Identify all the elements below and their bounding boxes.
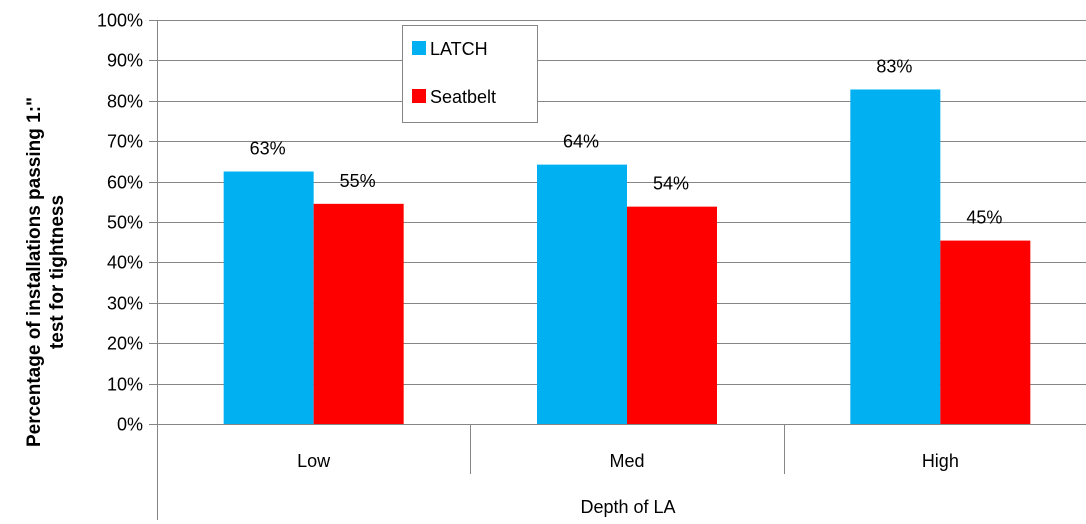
y-tick-label: 10% bbox=[107, 375, 143, 395]
y-tick-label: 40% bbox=[107, 253, 143, 273]
category-label: High bbox=[922, 451, 959, 471]
data-label: 45% bbox=[966, 208, 1002, 228]
data-label: 55% bbox=[340, 171, 376, 191]
category-label: Med bbox=[609, 451, 644, 471]
y-tick-label: 60% bbox=[107, 173, 143, 193]
y-axis-title-line: Percentage of installations passing 1:" bbox=[24, 97, 45, 447]
bars bbox=[223, 89, 1031, 424]
y-tick-label: 30% bbox=[107, 294, 143, 314]
y-tick-label: 20% bbox=[107, 334, 143, 354]
y-tick-label: 0% bbox=[117, 415, 143, 435]
legend-label-latch: LATCH bbox=[430, 39, 488, 59]
y-tick-label: 100% bbox=[97, 11, 143, 31]
y-tick-label: 80% bbox=[107, 92, 143, 112]
data-label: 54% bbox=[653, 174, 689, 194]
bar-seatbelt-med bbox=[627, 206, 717, 424]
bar-latch-low bbox=[223, 171, 314, 424]
bar-seatbelt-low bbox=[313, 203, 404, 424]
y-axis-title-line: test for tightness bbox=[47, 195, 68, 349]
data-label: 64% bbox=[563, 132, 599, 152]
labels: 0% 10% 20% 30% 40% 50% 60% 70% 80% 90% 100% 63% 55% L… bbox=[24, 11, 1002, 518]
data-label: 83% bbox=[876, 56, 912, 76]
y-tick-label: 50% bbox=[107, 213, 143, 233]
legend-swatch-seatbelt bbox=[412, 89, 426, 103]
legend-swatch-latch bbox=[412, 41, 426, 55]
axes bbox=[149, 20, 1086, 520]
data-label: 63% bbox=[250, 139, 286, 159]
x-axis-title: Depth of LA bbox=[580, 497, 675, 517]
legend: LATCH Seatbelt bbox=[402, 25, 538, 123]
category-label: Low bbox=[297, 451, 331, 471]
y-axis-title: Percentage of installations passing 1:" t… bbox=[24, 97, 68, 447]
bar-latch-med bbox=[537, 164, 627, 424]
bar-latch-high bbox=[850, 89, 941, 424]
y-tick-label: 70% bbox=[107, 132, 143, 152]
y-tick-label: 90% bbox=[107, 51, 143, 71]
legend-label-seatbelt: Seatbelt bbox=[430, 87, 496, 107]
bar-seatbelt-high bbox=[940, 240, 1031, 424]
